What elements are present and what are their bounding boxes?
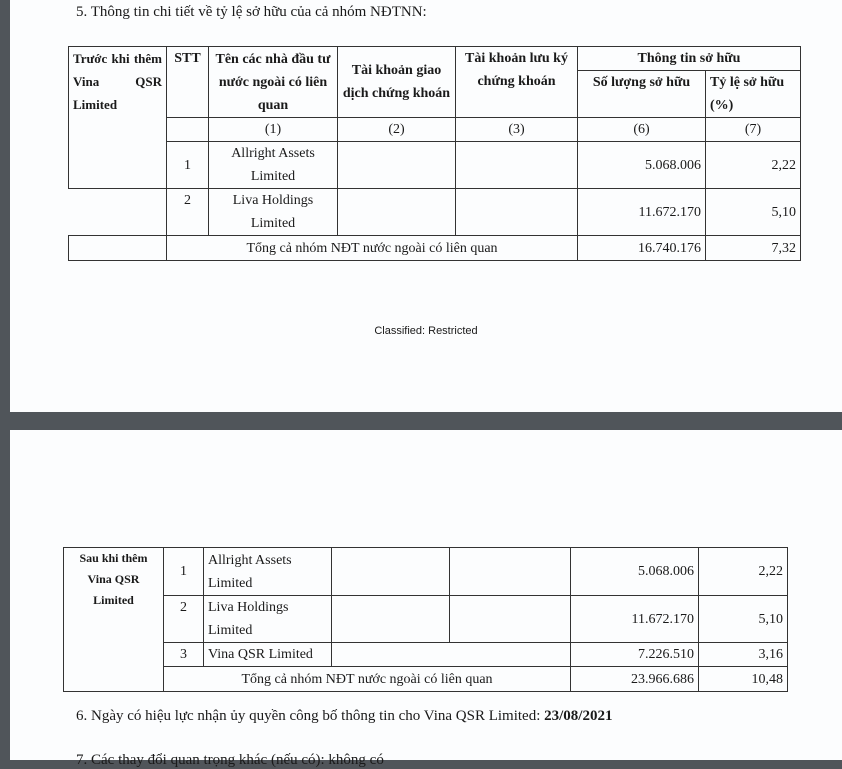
col-number: (7) <box>704 117 802 142</box>
total-row: Tổng cả nhóm NĐT nước ngoài có liên quan… <box>64 666 788 692</box>
section-6-text: 6. Ngày có hiệu lực nhận ủy quyền công b… <box>76 708 612 725</box>
document-page-2: Sau khi thêm Vina QSR Limited 1 Allright… <box>10 430 842 768</box>
row-name: Liva Holdings Limited <box>203 595 332 643</box>
col-number: (3) <box>455 117 578 142</box>
header-investor: Tên các nhà đầu tư nước ngoài có liên qu… <box>208 46 338 118</box>
total-label: Tổng cả nhóm NĐT nước ngoài có liên quan <box>166 235 578 261</box>
row-stt: 1 <box>163 547 204 596</box>
row-stt: 3 <box>163 642 204 667</box>
ownership-table-before: Trước khi thêm Vina QSR Limited STT Tên … <box>68 46 802 261</box>
row-stt: 2 <box>166 188 209 236</box>
col-number: (1) <box>208 117 338 142</box>
section-5-heading: 5. Thông tin chi tiết về tỷ lệ sở hữu củ… <box>76 4 427 20</box>
row-name: Allright Assets Limited <box>203 547 332 596</box>
header-ownership-info: Thông tin sở hữu <box>576 46 802 71</box>
row-quantity: 11.672.170 <box>577 188 706 236</box>
header-ratio: Tỷ lệ sở hữu (%) <box>704 70 802 118</box>
row-stt: 1 <box>166 141 209 189</box>
ownership-table-after: Sau khi thêm Vina QSR Limited 1 Allright… <box>63 547 788 692</box>
group-label: Sau khi thêm Vina QSR Limited <box>63 547 164 692</box>
section-7-text: 7. Các thay đổi quan trọng khác (nếu có)… <box>76 752 384 768</box>
total-label: Tổng cả nhóm NĐT nước ngoài có liên quan <box>163 666 571 692</box>
table-row: 2 Liva Holdings Limited 11.672.170 5,10 <box>68 188 802 236</box>
row-quantity: 5.068.006 <box>570 547 699 596</box>
header-trading-account: Tài khoản giao dịch chứng khoán <box>337 46 456 118</box>
section-6-label: 6. Ngày có hiệu lực nhận ủy quyền công b… <box>76 708 545 724</box>
table-row: 1 Allright Assets Limited 5.068.006 2,22 <box>69 141 802 189</box>
document-page-1: 5. Thông tin chi tiết về tỷ lệ sở hữu củ… <box>10 0 842 412</box>
row-quantity: 7.226.510 <box>570 642 699 667</box>
table-row: Sau khi thêm Vina QSR Limited 1 Allright… <box>63 547 788 692</box>
header-custody-account: Tài khoản lưu ký chứng khoán <box>455 46 578 118</box>
header-stt: STT <box>166 46 209 118</box>
row-ratio: 5,10 <box>704 188 802 236</box>
row-name: Vina QSR Limited <box>203 642 332 667</box>
table-row: 3 Vina QSR Limited 7.226.510 3,16 <box>64 642 788 667</box>
row-name: Liva Holdings Limited <box>208 188 338 236</box>
row-quantity: 11.672.170 <box>570 595 699 643</box>
total-quantity: 16.740.176 <box>577 235 706 261</box>
row-name: Allright Assets Limited <box>208 141 338 189</box>
total-quantity: 23.966.686 <box>570 666 699 692</box>
row-ratio: 3,16 <box>698 642 788 667</box>
col-number: (6) <box>577 117 706 142</box>
group-label: Trước khi thêm Vina QSR Limited <box>68 46 167 189</box>
classification-label: Classified: Restricted <box>374 325 478 337</box>
row-ratio: 5,10 <box>698 595 788 643</box>
effective-date: 23/08/2021 <box>544 708 613 724</box>
row-stt: 2 <box>163 595 204 643</box>
total-row: Tổng cả nhóm NĐT nước ngoài có liên quan… <box>68 235 802 261</box>
header-quantity: Số lượng sở hữu <box>577 70 706 118</box>
table-row: 2 Liva Holdings Limited 11.672.170 5,10 <box>64 595 788 643</box>
col-number: (2) <box>337 117 456 142</box>
row-ratio: 2,22 <box>698 547 788 596</box>
row-quantity: 5.068.006 <box>577 141 706 189</box>
total-ratio: 10,48 <box>698 666 788 692</box>
row-ratio: 2,22 <box>704 141 802 189</box>
total-ratio: 7,32 <box>704 235 802 261</box>
